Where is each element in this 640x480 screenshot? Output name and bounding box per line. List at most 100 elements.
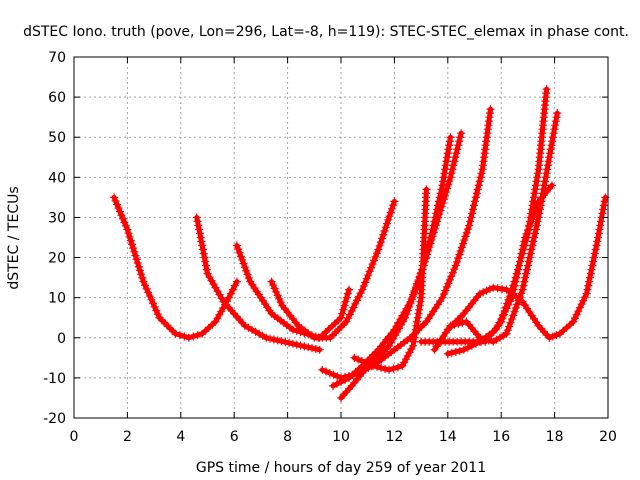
data-point <box>350 353 359 362</box>
data-point <box>238 255 247 264</box>
data-series <box>328 129 466 390</box>
data-point <box>513 269 522 278</box>
data-point <box>451 347 460 356</box>
data-point <box>276 298 285 307</box>
data-point <box>461 232 470 241</box>
data-point <box>533 217 542 226</box>
data-point <box>195 229 204 238</box>
data-point <box>202 265 211 274</box>
data-point <box>529 237 538 246</box>
data-point <box>474 181 483 190</box>
data-point <box>217 294 226 303</box>
data-point <box>402 304 411 313</box>
data-point <box>322 367 331 376</box>
data-point <box>393 363 402 372</box>
data-point <box>548 137 557 146</box>
data-point <box>371 252 380 261</box>
data-point <box>152 306 161 315</box>
data-point <box>201 261 210 270</box>
data-point <box>416 297 425 306</box>
data-point <box>337 377 345 386</box>
data-point <box>528 241 537 250</box>
data-point <box>553 109 562 118</box>
data-point <box>467 213 476 222</box>
data-point <box>329 370 338 379</box>
data-point <box>407 345 416 354</box>
data-point <box>546 149 555 158</box>
data-point <box>114 204 123 213</box>
data-point <box>485 285 494 294</box>
data-point <box>530 233 539 242</box>
data-point <box>455 250 464 259</box>
data-point <box>425 243 434 252</box>
data-point <box>522 269 531 278</box>
data-point <box>406 297 415 306</box>
data-point <box>341 375 350 384</box>
data-point <box>353 296 362 305</box>
data-point <box>141 281 150 290</box>
data-point <box>137 270 146 279</box>
data-point <box>592 241 601 250</box>
data-point <box>512 273 521 282</box>
data-point <box>579 296 588 305</box>
data-point <box>339 305 348 314</box>
data-point <box>448 165 457 174</box>
series-line <box>111 194 240 341</box>
data-point <box>596 221 605 230</box>
data-point <box>524 257 533 266</box>
data-point <box>456 133 465 142</box>
data-point <box>552 331 561 340</box>
data-point <box>436 206 445 215</box>
data-point <box>415 305 424 314</box>
data-point <box>590 253 599 262</box>
data-point <box>385 212 394 221</box>
x-tick-label: 6 <box>230 429 239 445</box>
data-point <box>127 240 136 249</box>
data-point <box>428 232 437 241</box>
data-point <box>429 228 438 237</box>
data-point <box>516 253 525 262</box>
data-point <box>546 145 555 154</box>
data-point <box>198 241 207 250</box>
data-point <box>123 225 132 234</box>
data-point <box>333 372 342 381</box>
data-point <box>368 260 377 269</box>
data-point <box>491 325 500 334</box>
data-point <box>511 304 520 313</box>
data-point <box>361 358 370 367</box>
data-point <box>598 209 607 218</box>
data-point <box>443 349 452 358</box>
data-series <box>192 213 324 354</box>
data-point <box>493 322 502 331</box>
data-point <box>113 200 122 209</box>
data-point <box>450 265 459 274</box>
data-point <box>529 211 538 220</box>
data-point <box>455 346 464 355</box>
x-tick-label: 12 <box>385 429 403 445</box>
data-point <box>531 185 540 194</box>
data-point <box>600 197 609 206</box>
data-point <box>189 332 198 341</box>
data-point <box>400 308 409 317</box>
data-point <box>489 337 498 346</box>
data-point <box>213 314 222 323</box>
data-point <box>325 369 334 378</box>
data-point <box>201 257 210 266</box>
data-point <box>584 281 593 290</box>
data-point <box>441 286 450 295</box>
data-point <box>145 292 154 301</box>
data-point <box>569 317 578 326</box>
y-tick-label: -10 <box>43 371 66 387</box>
data-point <box>548 332 557 341</box>
data-point <box>414 309 423 318</box>
data-point <box>396 315 405 324</box>
data-point <box>373 362 382 371</box>
data-point <box>409 290 418 299</box>
data-point <box>452 149 461 158</box>
data-point <box>175 331 184 340</box>
data-point <box>410 333 419 342</box>
data-point <box>409 341 418 350</box>
data-point <box>377 363 386 372</box>
data-point <box>523 261 532 270</box>
data-point <box>270 284 279 293</box>
